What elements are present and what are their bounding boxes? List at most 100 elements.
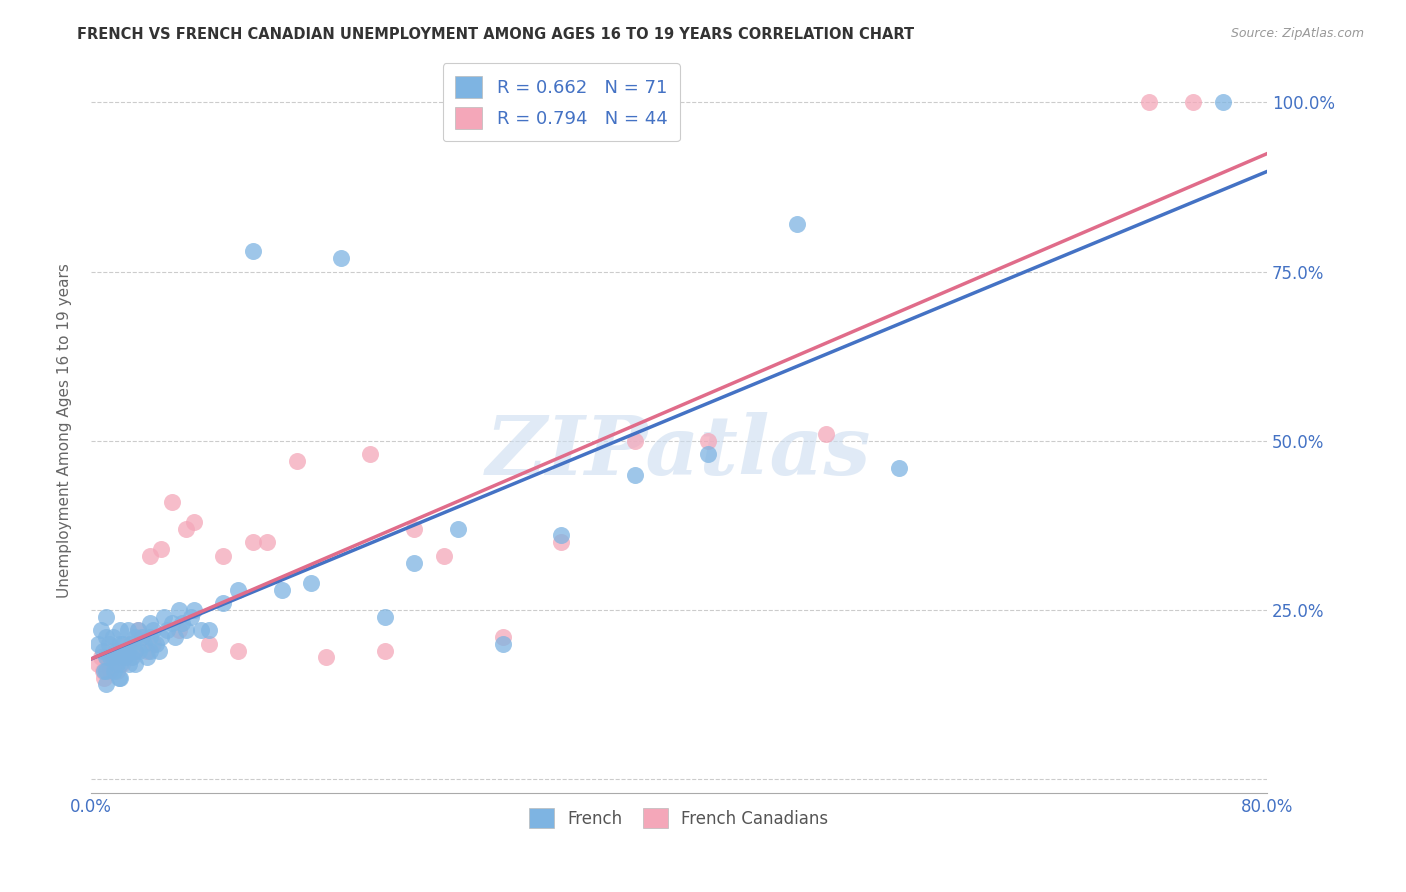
Point: [90, 624, 112, 638]
Point: [153, 609, 176, 624]
Point: [91, 664, 114, 678]
Point: [212, 596, 235, 610]
Point: [94, 630, 117, 644]
Point: [138, 616, 160, 631]
Point: [404, 522, 426, 536]
Point: [170, 616, 193, 631]
Point: [315, 650, 337, 665]
Point: [167, 603, 190, 617]
Point: [94, 664, 117, 678]
Point: [93, 671, 115, 685]
Point: [404, 556, 426, 570]
Text: Source: ZipAtlas.com: Source: ZipAtlas.com: [1230, 27, 1364, 40]
Point: [242, 244, 264, 259]
Point: [150, 630, 173, 644]
Point: [105, 664, 128, 678]
Point: [124, 643, 146, 657]
Point: [105, 657, 128, 671]
Point: [1212, 95, 1234, 110]
Point: [176, 522, 198, 536]
Point: [138, 643, 160, 657]
Point: [124, 630, 146, 644]
Point: [299, 575, 322, 590]
Point: [103, 664, 125, 678]
Point: [889, 460, 911, 475]
Point: [226, 643, 249, 657]
Point: [374, 643, 396, 657]
Point: [97, 657, 120, 671]
Point: [101, 630, 124, 644]
Point: [117, 624, 139, 638]
Point: [176, 624, 198, 638]
Point: [101, 643, 124, 657]
Point: [110, 657, 132, 671]
Point: [138, 549, 160, 563]
Point: [131, 630, 153, 644]
Point: [624, 467, 647, 482]
Point: [135, 643, 157, 657]
Legend: French, French Canadians: French, French Canadians: [523, 801, 835, 835]
Point: [98, 650, 121, 665]
Point: [121, 650, 143, 665]
Point: [183, 515, 205, 529]
Point: [285, 454, 308, 468]
Point: [94, 650, 117, 665]
Point: [374, 609, 396, 624]
Point: [433, 549, 456, 563]
Point: [120, 650, 142, 665]
Point: [131, 630, 153, 644]
Point: [256, 535, 278, 549]
Point: [104, 643, 127, 657]
Point: [108, 671, 131, 685]
Point: [167, 624, 190, 638]
Point: [359, 447, 381, 461]
Point: [110, 650, 132, 665]
Point: [226, 582, 249, 597]
Point: [87, 637, 110, 651]
Point: [150, 541, 173, 556]
Point: [110, 671, 132, 685]
Point: [135, 650, 157, 665]
Point: [183, 603, 205, 617]
Point: [132, 637, 155, 651]
Y-axis label: Unemployment Among Ages 16 to 19 years: Unemployment Among Ages 16 to 19 years: [58, 263, 72, 598]
Point: [447, 522, 470, 536]
Point: [138, 630, 160, 644]
Point: [110, 637, 132, 651]
Point: [94, 677, 117, 691]
Point: [180, 609, 202, 624]
Point: [124, 657, 146, 671]
Point: [87, 657, 110, 671]
Point: [491, 630, 513, 644]
Point: [814, 427, 837, 442]
Point: [91, 643, 114, 657]
Point: [329, 251, 352, 265]
Point: [491, 637, 513, 651]
Point: [94, 609, 117, 624]
Point: [1137, 95, 1160, 110]
Point: [550, 535, 572, 549]
Point: [97, 637, 120, 651]
Point: [114, 650, 136, 665]
Point: [148, 643, 170, 657]
Point: [197, 637, 219, 651]
Point: [127, 624, 149, 638]
Point: [110, 624, 132, 638]
Point: [98, 664, 121, 678]
Point: [112, 637, 135, 651]
Point: [120, 637, 142, 651]
Point: [118, 657, 141, 671]
Point: [190, 624, 212, 638]
Point: [271, 582, 294, 597]
Text: ZIPatlas: ZIPatlas: [486, 412, 872, 492]
Point: [242, 535, 264, 549]
Point: [94, 650, 117, 665]
Point: [156, 624, 179, 638]
Point: [624, 434, 647, 448]
Point: [142, 624, 165, 638]
Point: [111, 657, 134, 671]
Point: [117, 643, 139, 657]
Point: [110, 643, 132, 657]
Point: [197, 624, 219, 638]
Point: [93, 664, 115, 678]
